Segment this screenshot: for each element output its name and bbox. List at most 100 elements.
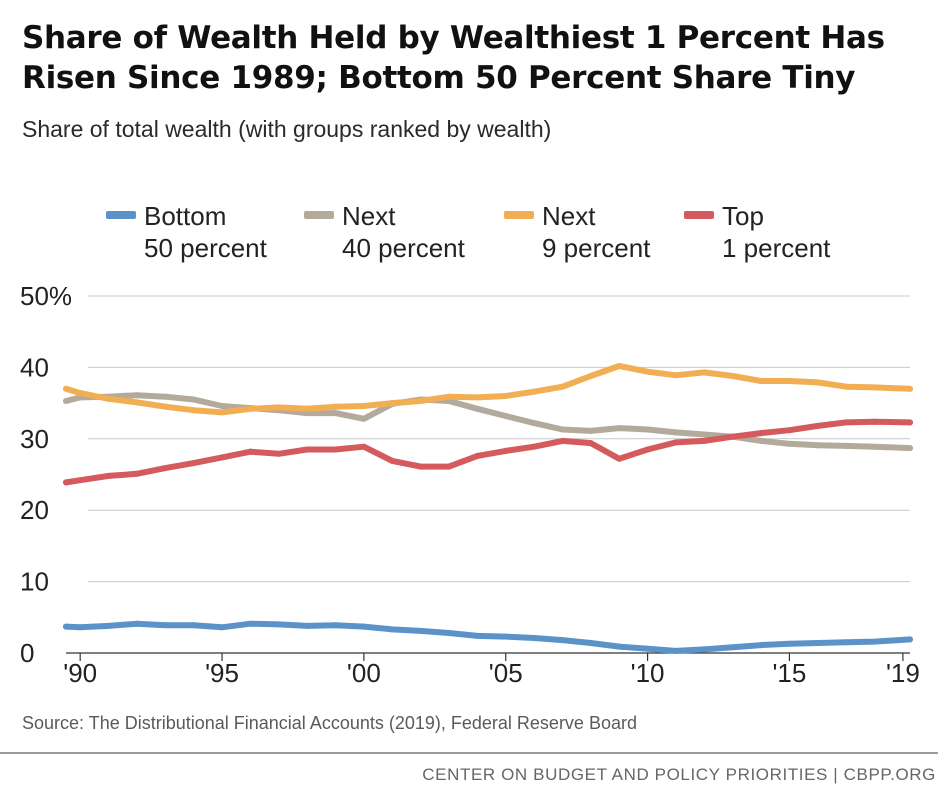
data-point: [616, 425, 623, 432]
data-point: [786, 377, 793, 384]
data-point: [133, 620, 140, 627]
data-point: [304, 405, 311, 412]
y-tick-label: 10: [20, 567, 49, 597]
legend-label: Next 9 percent: [542, 201, 651, 263]
data-point: [417, 397, 424, 404]
data-point: [531, 443, 538, 450]
data-point: [247, 620, 254, 627]
source-note: Source: The Distributional Financial Acc…: [22, 713, 637, 733]
data-point: [559, 637, 566, 644]
data-point: [907, 636, 913, 643]
y-tick-label: 50%: [20, 281, 72, 311]
data-point: [304, 622, 311, 629]
y-tick-label: 40: [20, 352, 49, 382]
data-point: [843, 442, 850, 449]
data-point: [531, 635, 538, 642]
data-point: [758, 642, 765, 649]
data-point: [190, 396, 197, 403]
data-point: [219, 624, 226, 631]
data-point: [559, 383, 566, 390]
data-point: [332, 446, 339, 453]
data-point: [758, 430, 765, 437]
x-tick-label: '00: [347, 658, 381, 688]
data-point: [729, 644, 736, 651]
data-point: [133, 399, 140, 406]
data-point: [332, 403, 339, 410]
data-point: [701, 369, 708, 376]
data-point: [474, 632, 481, 639]
series-line-1: [63, 392, 913, 452]
data-point: [275, 450, 282, 457]
data-point: [587, 640, 594, 647]
data-point: [389, 400, 396, 407]
data-point: [814, 379, 821, 386]
data-point: [445, 463, 452, 470]
data-point: [332, 622, 339, 629]
data-point: [247, 405, 254, 412]
data-point: [360, 402, 367, 409]
data-point: [502, 447, 509, 454]
data-point: [843, 419, 850, 426]
data-point: [672, 647, 679, 654]
data-point: [587, 427, 594, 434]
data-point: [871, 638, 878, 645]
data-point: [502, 412, 509, 419]
legend-swatch: [304, 211, 334, 219]
data-point: [672, 429, 679, 436]
data-point: [786, 440, 793, 447]
data-point: [729, 372, 736, 379]
data-point: [758, 437, 765, 444]
data-point: [63, 623, 69, 630]
data-point: [701, 437, 708, 444]
data-point: [814, 422, 821, 429]
data-point: [275, 621, 282, 628]
data-point: [616, 643, 623, 650]
x-tick-label: '19: [886, 658, 920, 688]
data-point: [644, 368, 651, 375]
data-point: [304, 446, 311, 453]
x-tick-label: '05: [489, 658, 523, 688]
data-point: [360, 443, 367, 450]
series-line-2: [63, 363, 913, 416]
data-point: [77, 477, 84, 484]
data-point: [843, 639, 850, 646]
data-point: [389, 457, 396, 464]
line-chart: 50% 40 30 20 10 0 '90 '95 '00 '05 '10 '15 '19: [20, 281, 920, 688]
data-point: [672, 439, 679, 446]
data-point: [417, 627, 424, 634]
data-point: [814, 442, 821, 449]
legend-swatch: [684, 211, 714, 219]
data-point: [219, 454, 226, 461]
data-point: [672, 372, 679, 379]
data-point: [907, 385, 913, 392]
data-point: [616, 362, 623, 369]
data-point: [162, 403, 169, 410]
data-point: [190, 622, 197, 629]
data-point: [786, 640, 793, 647]
data-point: [190, 407, 197, 414]
data-point: [701, 431, 708, 438]
data-point: [907, 445, 913, 452]
legend-swatch: [504, 211, 534, 219]
data-point: [474, 452, 481, 459]
data-point: [729, 433, 736, 440]
data-point: [445, 393, 452, 400]
data-point: [587, 440, 594, 447]
data-point: [587, 372, 594, 379]
data-point: [474, 405, 481, 412]
data-point: [105, 622, 112, 629]
data-point: [559, 437, 566, 444]
y-tick-label: 20: [20, 495, 49, 525]
x-tick-label: '15: [772, 658, 806, 688]
data-point: [190, 460, 197, 467]
data-point: [332, 410, 339, 417]
chart-subtitle: Share of total wealth (with groups ranke…: [22, 116, 552, 142]
data-point: [133, 470, 140, 477]
data-point: [219, 402, 226, 409]
data-point: [843, 383, 850, 390]
data-point: [360, 415, 367, 422]
x-tick-label: '10: [631, 658, 665, 688]
data-point: [77, 390, 84, 397]
data-point: [701, 646, 708, 653]
data-point: [445, 630, 452, 637]
